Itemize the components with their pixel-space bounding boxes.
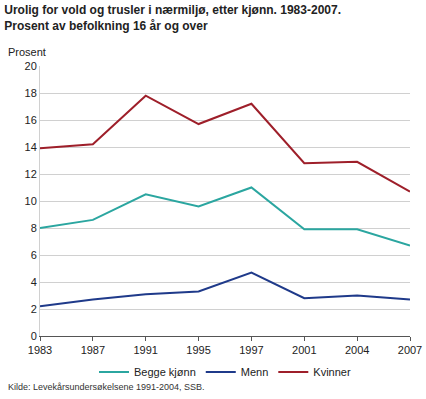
svg-text:14: 14 [25,141,37,153]
svg-text:1997: 1997 [239,344,263,356]
svg-text:2007: 2007 [398,344,422,356]
svg-text:8: 8 [31,222,37,234]
svg-text:1987: 1987 [81,344,105,356]
svg-text:Menn: Menn [241,366,269,378]
svg-text:Urolig for vold og trusler i n: Urolig for vold og trusler i nærmiljø, e… [4,3,341,33]
svg-text:2004: 2004 [345,344,369,356]
svg-text:6: 6 [31,249,37,261]
svg-text:2: 2 [31,303,37,315]
svg-text:Prosent: Prosent [8,46,46,58]
svg-text:18: 18 [25,87,37,99]
svg-text:Kilde: Levekårsundersøkelsene: Kilde: Levekårsundersøkelsene 1991-2004,… [8,382,205,392]
svg-text:Begge kjønn: Begge kjønn [134,366,196,378]
svg-text:2001: 2001 [292,344,316,356]
svg-text:16: 16 [25,114,37,126]
svg-text:20: 20 [25,60,37,72]
svg-text:4: 4 [31,276,37,288]
svg-text:0: 0 [31,330,37,342]
svg-text:Kvinner: Kvinner [313,366,351,378]
svg-text:1995: 1995 [186,344,210,356]
svg-text:1983: 1983 [28,344,52,356]
svg-text:12: 12 [25,168,37,180]
svg-text:10: 10 [25,195,37,207]
svg-text:1991: 1991 [133,344,157,356]
